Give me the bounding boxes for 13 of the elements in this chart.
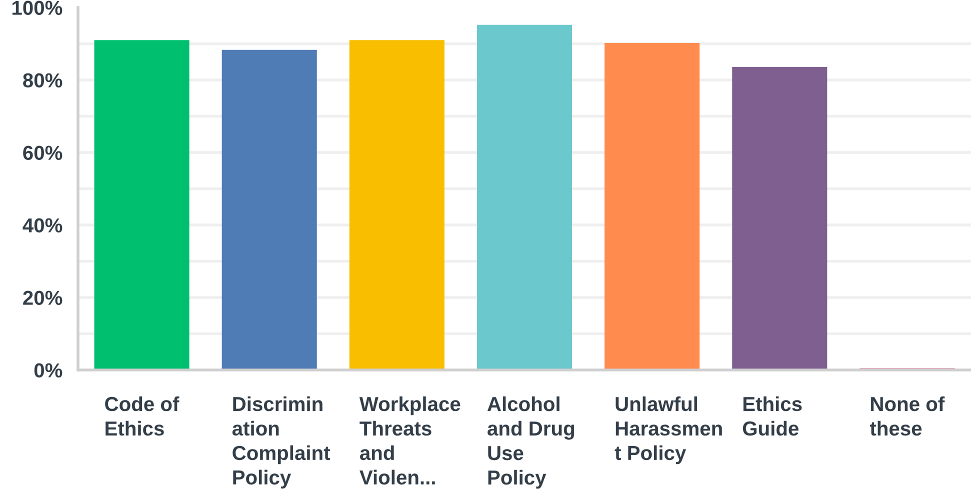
x-tick-label: None of these [870,396,945,436]
y-tick-label: 0% [34,363,62,378]
x-tick-label: Unlawful Harassmen t Policy [614,396,722,464]
y-tick-label: 80% [23,73,62,88]
x-tick-label: Code of Ethics [105,396,180,436]
x-tick-label: Ethics Guide [742,396,802,436]
x-tick-label: Alcohol and Drug Use Policy [487,396,574,489]
y-tick-label: 40% [22,218,62,232]
x-tick-label: Workplace Threats and Violen... [359,396,460,485]
y-tick-label: 60% [23,146,62,160]
x-tick-label: Discrimin ation Complaint Policy [232,396,330,489]
y-tick-label: 100% [12,0,62,15]
y-tick-label: 20% [23,290,62,305]
